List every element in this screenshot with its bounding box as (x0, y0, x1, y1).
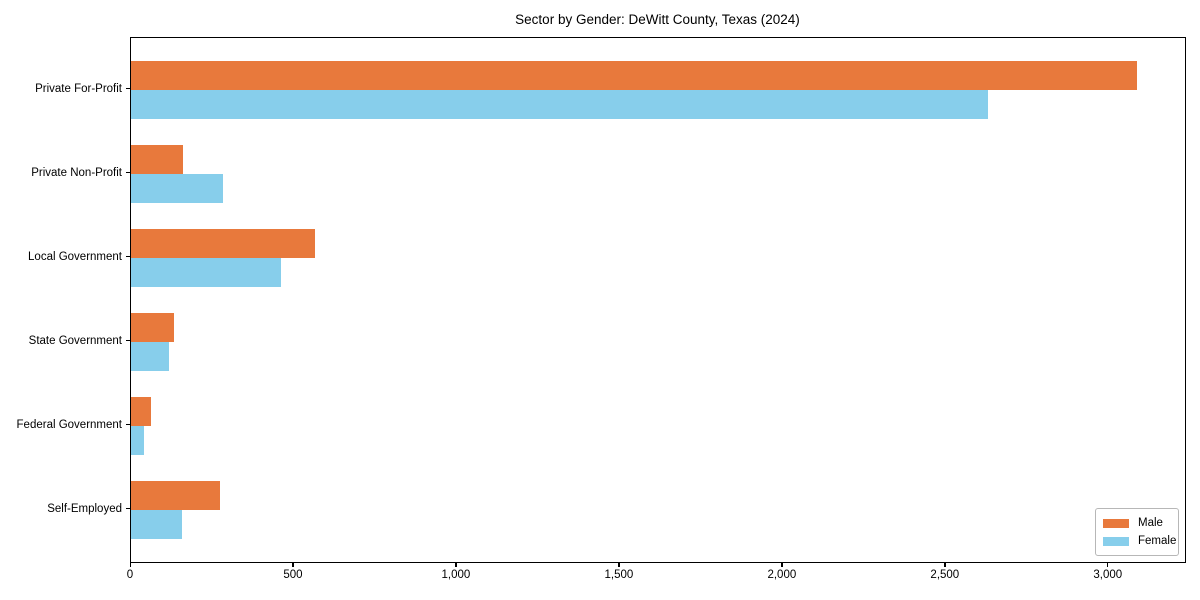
bar-male-self-employed (131, 480, 221, 510)
x-tick-label: 3,000 (1093, 569, 1123, 581)
y-tick-mark (126, 172, 130, 174)
legend-item-female: Female (1103, 533, 1176, 549)
chart-title: Sector by Gender: DeWitt County, Texas (… (515, 12, 800, 27)
x-tick-mark (944, 563, 946, 567)
y-tick-mark (126, 340, 130, 342)
bar-male-local-government (131, 228, 316, 258)
bar-male-state-government (131, 312, 175, 342)
legend-item-male: Male (1103, 515, 1170, 531)
y-tick-mark (126, 256, 130, 258)
y-tick-label: Federal Government (16, 418, 122, 431)
bar-female-local-government (131, 257, 282, 287)
bar-female-federal-government (131, 425, 144, 455)
y-tick-label: Private For-Profit (35, 82, 122, 95)
y-tick-label: Local Government (28, 250, 122, 263)
x-tick-label: 2,000 (767, 569, 797, 581)
female-legend-label: Female (1138, 535, 1177, 547)
bar-male-private-for-profit (131, 60, 1137, 90)
bar-female-private-non-profit (131, 173, 223, 203)
male-legend-label: Male (1138, 517, 1163, 529)
y-tick-label: State Government (28, 334, 122, 347)
x-tick-mark (292, 563, 294, 567)
x-tick-mark (1107, 563, 1109, 567)
x-tick-mark (455, 563, 457, 567)
x-tick-mark (618, 563, 620, 567)
bar-male-federal-government (131, 396, 151, 426)
x-tick-label: 1,500 (604, 569, 634, 581)
plot-area (130, 37, 1186, 563)
x-tick-label: 0 (126, 569, 134, 581)
y-tick-mark (126, 424, 130, 426)
x-tick-label: 2,500 (930, 569, 960, 581)
bar-female-private-for-profit (131, 89, 988, 119)
y-tick-label: Private Non-Profit (31, 166, 122, 179)
y-tick-mark (126, 508, 130, 510)
x-tick-label: 500 (283, 569, 303, 581)
bar-male-private-non-profit (131, 144, 183, 174)
x-tick-mark (129, 563, 131, 567)
x-tick-mark (781, 563, 783, 567)
female-legend-swatch (1103, 536, 1129, 546)
y-tick-mark (126, 88, 130, 90)
x-tick-label: 1,000 (441, 569, 471, 581)
bar-female-state-government (131, 341, 170, 371)
bar-female-self-employed (131, 509, 182, 539)
legend: Male Female (1095, 508, 1179, 556)
y-tick-label: Self-Employed (47, 502, 122, 515)
male-legend-swatch (1103, 518, 1129, 528)
